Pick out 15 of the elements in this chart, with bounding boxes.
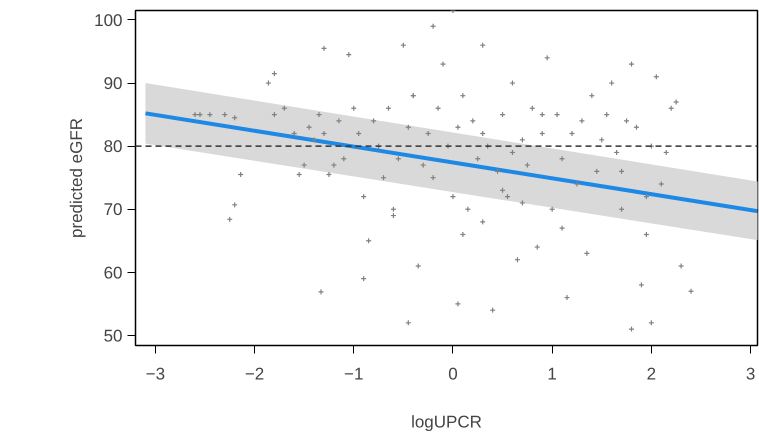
x-tick-label: −3 [146,364,166,384]
y-tick-label: 60 [104,263,123,282]
y-tick-label: 80 [104,137,123,156]
y-axis-title: predicted eGFR [67,118,86,238]
y-tick-label: 90 [104,74,123,94]
x-tick-label: 1 [547,364,557,384]
x-tick-label: 3 [746,364,756,384]
y-tick-label: 100 [94,10,123,30]
y-tick-label: 70 [104,200,123,220]
x-tick-label: −1 [344,364,364,384]
y-tick-label: 50 [104,326,123,346]
x-tick-label: 2 [646,364,656,384]
x-tick-label: −2 [244,364,264,384]
x-tick-label: 0 [448,364,458,384]
x-axis-title: logUPCR [411,412,482,432]
